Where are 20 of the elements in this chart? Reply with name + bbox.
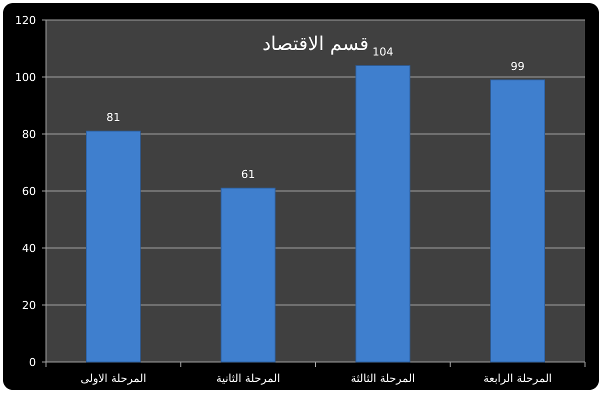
y-tick-label: 60 <box>22 185 36 198</box>
data-label: 81 <box>106 111 120 124</box>
text: قسم الاقتصاد <box>262 33 369 55</box>
x-tick-label: المرحلة الرابعة <box>483 372 552 385</box>
x-tick-label: المرحلة الثالثة <box>350 372 416 385</box>
data-label: 61 <box>241 168 256 182</box>
y-tick-label: 20 <box>22 299 36 312</box>
y-tick-label: 80 <box>22 128 36 141</box>
bar <box>490 79 546 362</box>
bar <box>220 188 276 362</box>
x-tick-label: المرحلة الثانية <box>216 372 280 385</box>
y-tick-label: 100 <box>15 71 36 84</box>
y-tick-label: 120 <box>15 14 36 27</box>
bar <box>355 65 410 362</box>
bar <box>86 130 141 362</box>
y-tick-label: 0 <box>29 356 36 369</box>
y-tick-label: 40 <box>22 242 36 255</box>
x-tick-label: المرحلة الاولى <box>80 372 146 385</box>
data-label: 99 <box>510 60 525 73</box>
data-label: 104 <box>372 46 394 59</box>
